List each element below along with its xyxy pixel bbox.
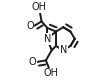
Text: OH: OH <box>43 68 58 78</box>
Text: O: O <box>26 21 34 31</box>
Text: N: N <box>44 34 51 44</box>
Text: OH: OH <box>31 2 46 12</box>
Text: N: N <box>60 45 67 55</box>
Text: O: O <box>29 57 37 67</box>
